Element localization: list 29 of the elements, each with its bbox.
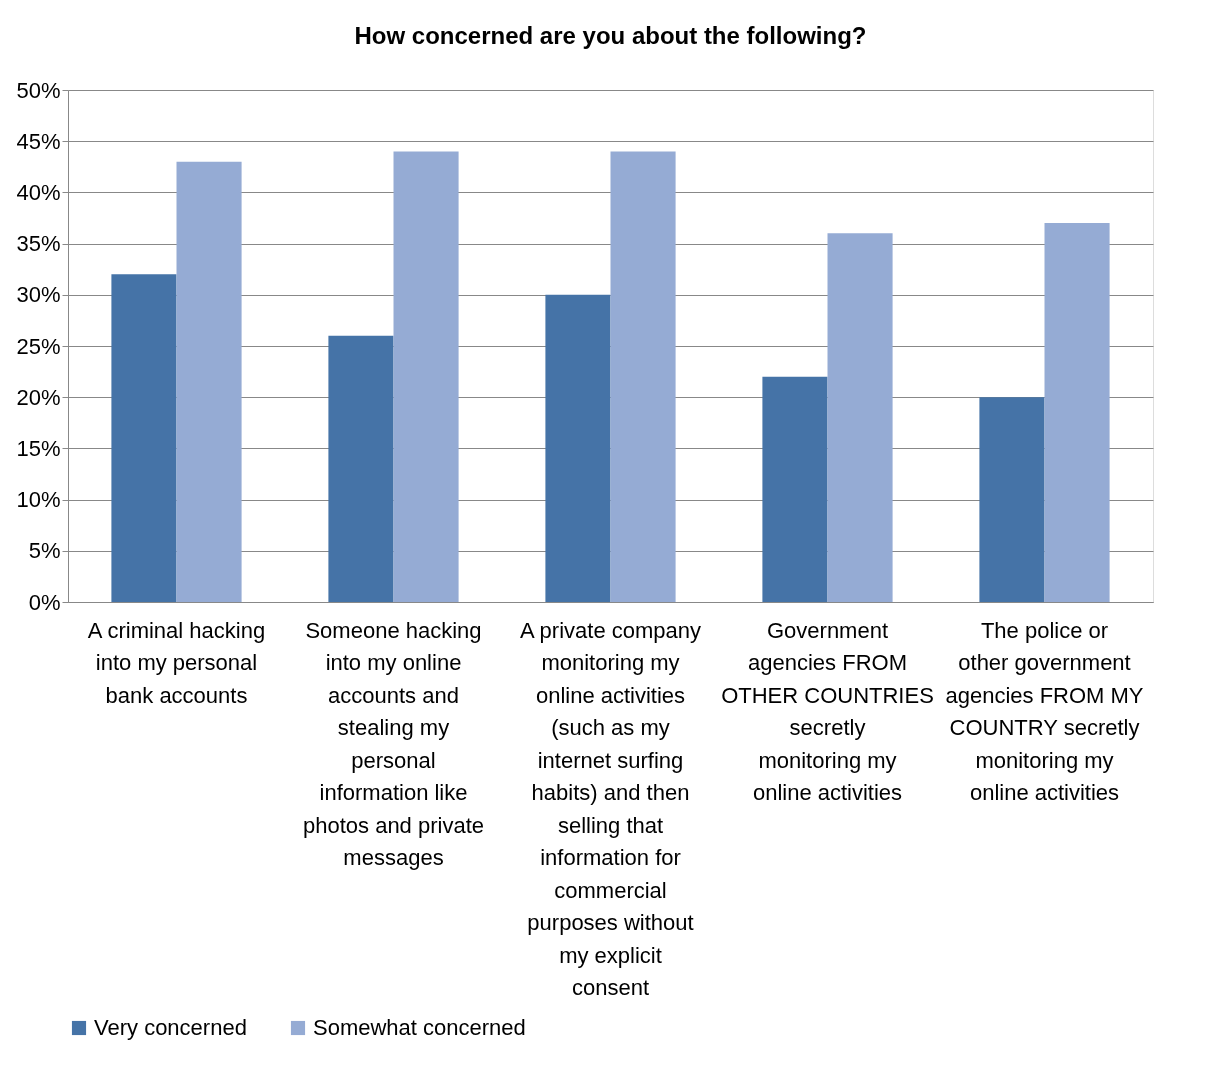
bar — [111, 274, 177, 602]
category-label: A private company monitoring my online activities (such as my internet surfing habits) and then selling that information for commercial purposes without my explicit consent — [520, 617, 701, 1000]
y-tick-label: 40% — [16, 179, 61, 205]
y-tick-label: 20% — [16, 384, 61, 410]
x-tick-label: A criminal hacking into my personal bank accounts — [87, 617, 266, 708]
x-tick-label: Someone hacking into my online accounts and stealing my personal information like photos and private messages — [302, 617, 485, 870]
bar — [610, 151, 676, 602]
y-tick-label: 30% — [16, 282, 61, 308]
bar — [393, 151, 459, 602]
y-tick-label: 45% — [16, 128, 61, 154]
bar — [176, 161, 242, 602]
y-tick-label: 50% — [16, 77, 61, 103]
y-tick-label: 5% — [28, 538, 61, 564]
y-tick-label: 0% — [28, 589, 61, 615]
x-tick-label: The police or other government agencies FROM MY COUNTRY secretly monitoring my online activities — [945, 617, 1144, 805]
bar — [762, 376, 828, 602]
y-tick-label: 35% — [16, 231, 61, 257]
bar — [328, 335, 394, 602]
x-tick-label: Government agencies FROM OTHER COUNTRIES secretly monitoring my online activities — [721, 617, 934, 805]
bar — [979, 397, 1045, 602]
y-tick-label: 15% — [16, 435, 61, 461]
chart-title: How concerned are you about the following? — [354, 22, 867, 49]
bar — [545, 294, 611, 602]
legend-label: Very concerned — [94, 1015, 247, 1040]
legend-label: Somewhat concerned — [313, 1015, 526, 1040]
bar — [1044, 223, 1110, 602]
y-tick-label: 25% — [16, 333, 61, 359]
y-tick-label: 10% — [16, 487, 61, 513]
bar — [827, 233, 893, 602]
